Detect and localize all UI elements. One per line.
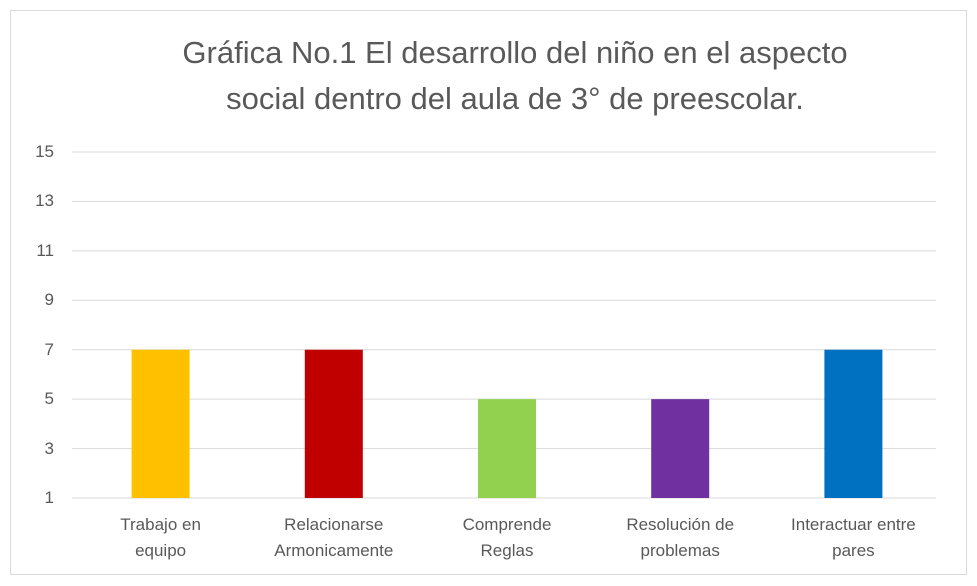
y-tick-label: 5 <box>44 389 54 409</box>
x-tick-label: Trabajo en equipo <box>120 515 201 560</box>
y-tick-label: 9 <box>44 290 54 310</box>
y-tick-label: 15 <box>35 142 54 161</box>
x-tick-label: Comprende Reglas <box>462 515 552 560</box>
y-tick-label: 3 <box>44 438 54 458</box>
chart-title: Gráfica No.1 El desarrollo del niño en e… <box>182 35 848 116</box>
bar <box>824 349 883 498</box>
bar <box>304 349 363 498</box>
bar <box>651 399 710 498</box>
x-tick-label: Resolución de problemas <box>626 515 735 560</box>
y-tick-label: 11 <box>36 240 54 260</box>
y-tick-label: 7 <box>44 339 54 359</box>
bar <box>131 349 190 498</box>
y-tick-label: 1 <box>44 488 54 507</box>
y-tick-label: 13 <box>35 191 54 211</box>
x-tick-label: Interactuar entre pares <box>791 515 916 560</box>
bar <box>478 399 536 498</box>
x-tick-label: Relacionarse Armonicamente <box>274 515 394 560</box>
